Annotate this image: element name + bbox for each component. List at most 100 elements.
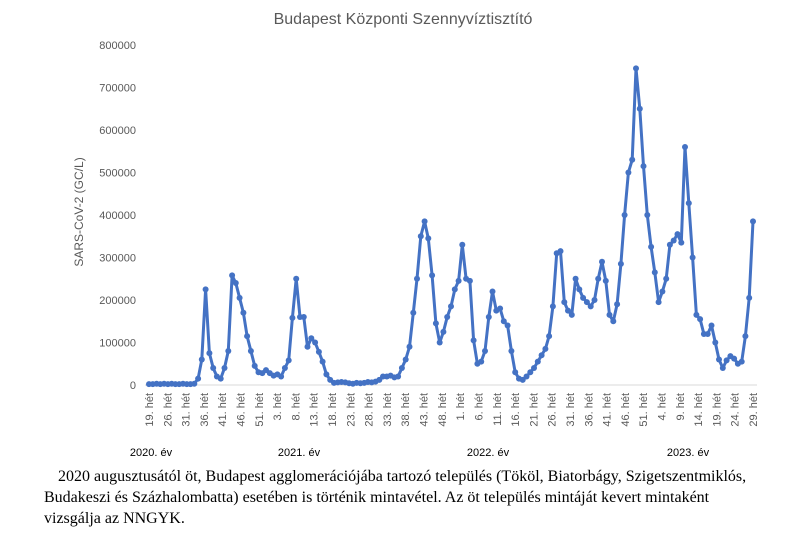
chart: Budapest Központi Szennyvíztisztító SARS… <box>72 11 760 459</box>
x-tick-label: 41. hét <box>602 393 614 427</box>
data-point <box>587 303 594 310</box>
y-tick-label: 500000 <box>99 168 136 180</box>
data-point <box>436 339 443 346</box>
data-point <box>534 358 541 365</box>
x-tick-label: 21. hét <box>528 393 540 427</box>
data-point <box>719 365 726 371</box>
data-point <box>312 339 319 346</box>
data-point <box>716 356 722 363</box>
data-point <box>670 237 677 244</box>
data-point <box>198 356 205 363</box>
x-tick-label: 26. hét <box>547 393 559 427</box>
y-tick-label: 400000 <box>99 210 136 222</box>
data-point <box>221 365 228 371</box>
data-point <box>659 288 666 295</box>
data-point <box>244 333 251 340</box>
data-point <box>229 272 236 279</box>
caption: 2020 augusztusától öt, Budapest agglomer… <box>44 468 747 527</box>
data-point <box>565 307 571 314</box>
data-point <box>398 365 405 371</box>
data-point <box>206 350 213 357</box>
chart-title: Budapest Központi Szennyvíztisztító <box>274 11 533 28</box>
data-point <box>738 358 745 365</box>
x-tick-label: 29. hét <box>748 393 760 427</box>
data-point <box>304 343 311 350</box>
y-tick-label: 700000 <box>99 83 136 95</box>
data-point <box>689 254 696 261</box>
data-point <box>750 218 756 225</box>
data-point <box>402 356 409 363</box>
data-point <box>708 322 715 329</box>
x-tick-label: 3. hét <box>272 393 284 421</box>
data-point <box>742 333 749 340</box>
data-point <box>568 311 575 318</box>
x-tick-label: 14. hét <box>693 393 705 427</box>
data-point <box>432 320 439 327</box>
data-point <box>315 348 322 355</box>
data-point <box>429 272 436 279</box>
data-point <box>546 333 553 340</box>
y-tick-label: 800000 <box>99 40 136 52</box>
data-point <box>225 348 232 354</box>
data-point <box>614 301 621 308</box>
data-point <box>625 169 632 176</box>
data-point <box>693 311 700 318</box>
data-point <box>395 373 402 380</box>
x-tick-label: 13. hét <box>309 393 321 427</box>
data-point <box>293 275 300 282</box>
data-point <box>633 65 639 72</box>
data-point <box>240 309 247 316</box>
data-point <box>610 318 617 325</box>
x-axis: 19. hét 26. hét 31. hét 36. hét 41. hét 46. h… <box>144 393 760 427</box>
data-point <box>674 231 681 238</box>
data-point <box>697 316 704 323</box>
data-point <box>583 299 590 306</box>
x-tick-label: 26. hét <box>162 393 174 427</box>
data-point <box>448 303 454 310</box>
x-tick-label: 1. hét <box>455 393 467 421</box>
year-label: 2021. év <box>278 447 321 459</box>
year-label: 2023. év <box>667 447 710 459</box>
x-tick-label: 51. hét <box>638 393 650 427</box>
data-point <box>595 275 602 282</box>
data-point <box>636 105 643 112</box>
data-point <box>527 369 534 376</box>
data-point <box>591 297 598 303</box>
year-label: 2020. év <box>130 447 173 459</box>
data-point <box>572 275 579 282</box>
data-point <box>497 305 504 312</box>
data-point <box>549 303 556 310</box>
x-tick-label: 36. hét <box>199 393 211 427</box>
data-point <box>557 248 564 255</box>
x-tick-label: 46. hét <box>620 393 632 427</box>
x-tick-label: 51. hét <box>254 393 266 427</box>
data-point <box>470 337 477 344</box>
data-point <box>712 339 719 346</box>
x-tick-label: 33. hét <box>382 393 394 427</box>
y-axis: 0 100000 200000 300000 400000 500000 600000 700… <box>99 40 136 392</box>
series-group <box>146 65 756 388</box>
data-point <box>602 277 609 284</box>
data-point <box>606 311 613 318</box>
data-point <box>191 380 198 387</box>
data-point <box>655 299 662 306</box>
y-tick-label: 300000 <box>99 253 136 265</box>
data-point <box>489 288 496 295</box>
x-tick-label: 43. hét <box>419 393 431 427</box>
x-tick-label: 48. hét <box>437 393 449 427</box>
data-point <box>663 275 670 282</box>
data-point <box>629 156 636 163</box>
data-point <box>561 299 568 306</box>
data-point <box>542 345 549 352</box>
x-tick-label: 36. hét <box>583 393 595 427</box>
y-tick-label: 600000 <box>99 125 136 137</box>
data-point <box>685 200 692 207</box>
data-point <box>500 318 507 325</box>
data-point <box>251 362 258 369</box>
data-point <box>485 314 492 320</box>
data-point <box>482 348 488 354</box>
x-tick-label: 6. hét <box>473 393 485 421</box>
data-point <box>538 352 545 359</box>
data-point <box>666 241 673 248</box>
data-point <box>406 343 413 350</box>
